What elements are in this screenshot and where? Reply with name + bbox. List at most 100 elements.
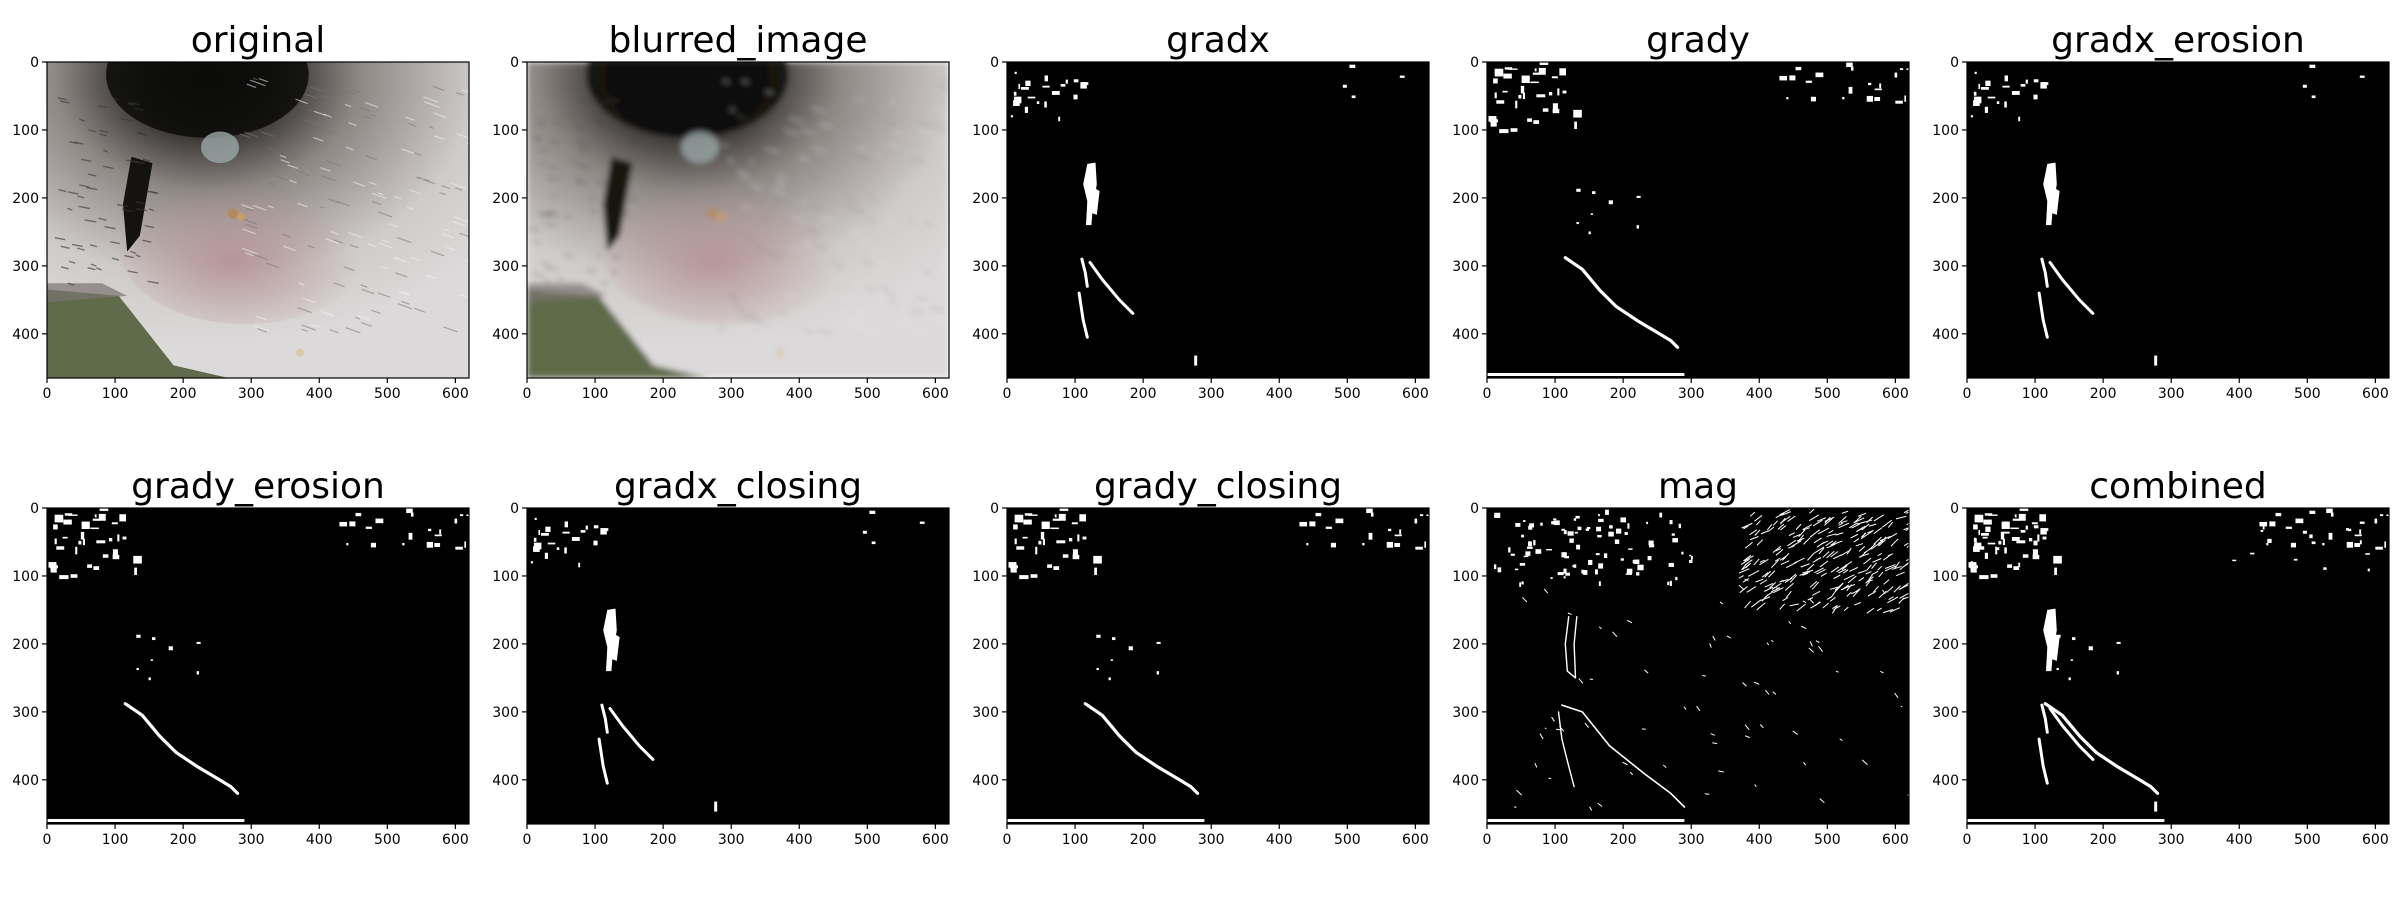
- y-tick-label: 0: [1470, 55, 1479, 71]
- x-tick-label: 0: [1003, 832, 1012, 848]
- mask-image: [1007, 508, 1429, 824]
- y-tick-label: 200: [12, 191, 39, 207]
- x-tick-label: 500: [374, 386, 401, 402]
- x-tick-label: 100: [582, 832, 609, 848]
- y-tick-label: 400: [1932, 327, 1959, 343]
- x-tick-label: 200: [170, 386, 197, 402]
- y-tick-label: 100: [492, 569, 519, 585]
- x-tick-label: 400: [306, 386, 333, 402]
- panel-gradx-closing: gradx_closing 0 100 200 300 400 500 600 0 100 200 3…: [492, 466, 950, 848]
- panel-title: blurred_image: [609, 20, 868, 61]
- y-tick-label: 400: [12, 327, 39, 343]
- y-tick-label: 100: [1932, 123, 1959, 139]
- x-tick-label: 200: [1610, 386, 1637, 402]
- y-tick-label: 0: [510, 55, 519, 71]
- axes-frame: [526, 507, 950, 825]
- y-tick-label: 300: [12, 259, 39, 275]
- x-tick-label: 100: [2022, 832, 2049, 848]
- x-tick-label: 600: [442, 832, 469, 848]
- x-tick-label: 300: [238, 386, 265, 402]
- panel-title: original: [191, 20, 326, 61]
- y-tick-label: 300: [1932, 705, 1959, 721]
- panel-title: grady_closing: [1094, 466, 1342, 507]
- x-tick-label: 300: [1678, 386, 1705, 402]
- panel-grady: grady 0 100 200 300 400 500 600 0 100 200 300 400: [1452, 20, 1910, 402]
- y-tick-label: 200: [1932, 637, 1959, 653]
- mask-image: [1487, 62, 1909, 378]
- x-tick-label: 200: [1610, 832, 1637, 848]
- y-tick-label: 400: [1932, 773, 1959, 789]
- panel-gradx-erosion: gradx_erosion 0 100 200 300 400 500 600 0 100 200 3…: [1932, 20, 2390, 402]
- y-tick-label: 0: [30, 501, 39, 517]
- y-tick-label: 300: [492, 259, 519, 275]
- x-tick-label: 0: [43, 386, 52, 402]
- x-tick-label: 100: [2022, 386, 2049, 402]
- x-tick-label: 400: [786, 832, 813, 848]
- panel-grady-closing: grady_closing 0 100 200 300 400 500 600 0 100 200 3…: [972, 466, 1430, 848]
- x-tick-label: 500: [1814, 832, 1841, 848]
- mask-image: [527, 508, 949, 824]
- y-tick-label: 0: [990, 501, 999, 517]
- y-tick-label: 300: [1932, 259, 1959, 275]
- x-tick-label: 100: [1542, 386, 1569, 402]
- x-tick-label: 0: [1963, 386, 1972, 402]
- y-tick-label: 300: [972, 259, 999, 275]
- panel-title: mag: [1658, 466, 1738, 507]
- x-tick-label: 100: [582, 386, 609, 402]
- x-tick-label: 100: [102, 386, 129, 402]
- x-tick-label: 500: [2294, 386, 2321, 402]
- x-tick-label: 500: [2294, 832, 2321, 848]
- x-tick-label: 400: [1266, 832, 1293, 848]
- y-tick-label: 100: [1932, 569, 1959, 585]
- panel-original: original 0 100 200 300 400 500 600 0 100 200 300 400: [12, 20, 470, 402]
- y-tick-label: 0: [1950, 55, 1959, 71]
- axes-frame: [1966, 507, 2390, 825]
- x-tick-label: 0: [523, 386, 532, 402]
- x-tick-label: 0: [1483, 832, 1492, 848]
- x-tick-label: 500: [1334, 386, 1361, 402]
- y-tick-label: 100: [12, 123, 39, 139]
- x-tick-label: 400: [1746, 832, 1773, 848]
- y-tick-label: 400: [12, 773, 39, 789]
- x-tick-label: 400: [2226, 386, 2253, 402]
- x-tick-label: 200: [2090, 386, 2117, 402]
- x-tick-label: 400: [1746, 386, 1773, 402]
- x-tick-label: 100: [102, 832, 129, 848]
- y-tick-label: 400: [1452, 327, 1479, 343]
- y-tick-label: 100: [12, 569, 39, 585]
- panel-grady-erosion: grady_erosion 0 100 200 300 400 500 600 0 100 200 3…: [12, 466, 470, 848]
- panel-title: gradx_erosion: [2051, 20, 2305, 61]
- y-tick-label: 200: [1932, 191, 1959, 207]
- x-tick-label: 600: [442, 386, 469, 402]
- x-tick-label: 100: [1542, 832, 1569, 848]
- y-tick-label: 200: [1452, 637, 1479, 653]
- x-tick-label: 600: [922, 832, 949, 848]
- axes-frame: [1486, 61, 1910, 379]
- y-tick-label: 100: [492, 123, 519, 139]
- y-tick-label: 0: [1470, 501, 1479, 517]
- x-tick-label: 200: [2090, 832, 2117, 848]
- y-tick-label: 400: [492, 327, 519, 343]
- axes-frame: [1966, 61, 2390, 379]
- x-tick-label: 300: [718, 832, 745, 848]
- x-tick-label: 0: [523, 832, 532, 848]
- y-tick-label: 300: [12, 705, 39, 721]
- y-tick-label: 0: [990, 55, 999, 71]
- y-tick-label: 300: [492, 705, 519, 721]
- x-tick-label: 600: [2362, 386, 2389, 402]
- y-tick-label: 400: [492, 773, 519, 789]
- y-tick-label: 0: [1950, 501, 1959, 517]
- axes-frame: [46, 61, 470, 379]
- y-tick-label: 400: [972, 773, 999, 789]
- y-tick-label: 100: [972, 123, 999, 139]
- mask-image: [47, 508, 469, 824]
- panel-title: gradx_closing: [614, 466, 862, 507]
- y-tick-label: 200: [12, 637, 39, 653]
- x-tick-label: 500: [854, 832, 881, 848]
- mask-image: [1967, 508, 2389, 824]
- axes-frame: [1006, 507, 1430, 825]
- panel-blurred-image: blurred_image 0 100 200 300 400 500 600 0 100 200 3…: [492, 20, 950, 402]
- y-tick-label: 200: [492, 637, 519, 653]
- panel-title: grady_erosion: [131, 466, 385, 507]
- x-tick-label: 0: [43, 832, 52, 848]
